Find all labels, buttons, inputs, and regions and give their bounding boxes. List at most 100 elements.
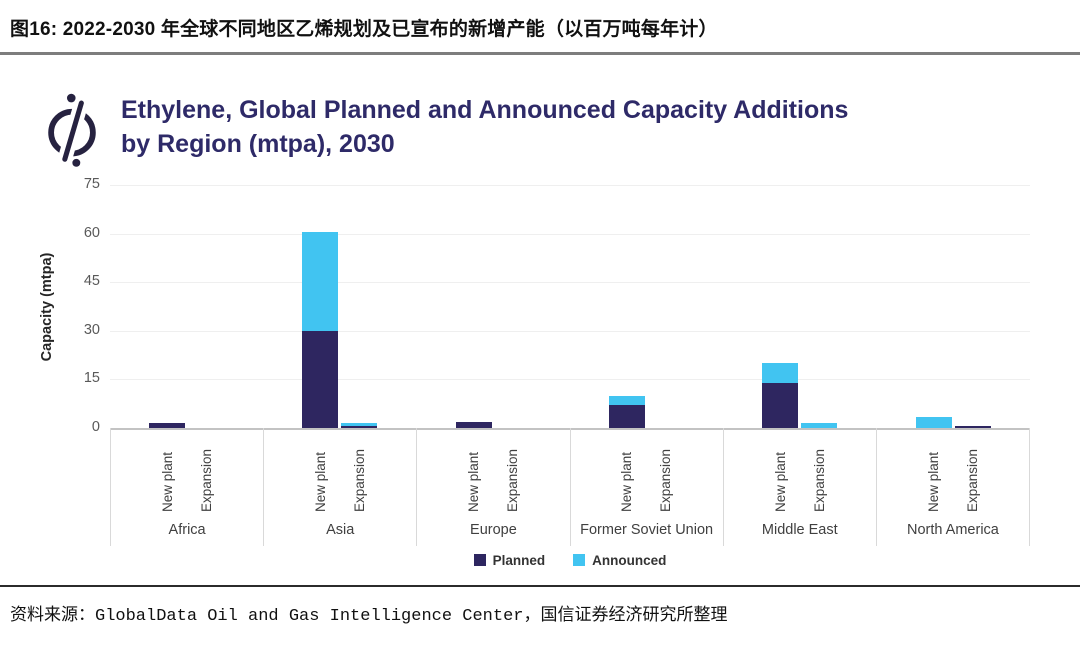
bar-type-label-slot: New plant xyxy=(150,428,186,512)
bar-type-label-slot: New plant xyxy=(609,428,645,512)
bar-asia-expansion xyxy=(341,423,378,428)
chart-legend: Planned Announced xyxy=(110,550,1030,570)
region-label: North America xyxy=(907,522,999,538)
gridline-75 xyxy=(110,185,1030,186)
segment-announced xyxy=(302,232,339,331)
region-label: Europe xyxy=(470,522,517,538)
bottom-divider xyxy=(0,585,1080,587)
bar-type-label-slot: Expansion xyxy=(189,428,225,512)
segment-announced xyxy=(341,423,378,427)
bar-type-label-slot: Expansion xyxy=(342,428,378,512)
bar-asia-new-plant xyxy=(302,232,339,428)
y-tick-60: 60 xyxy=(83,224,100,241)
chart-title-line-1: Ethylene, Global Planned and Announced C… xyxy=(121,96,849,124)
category-cell-asia: New plant Expansion Asia xyxy=(264,428,418,546)
y-tick-75: 75 xyxy=(83,176,100,192)
bar-type-label-slot: Expansion xyxy=(495,428,531,512)
bar-type-label-slot: New plant xyxy=(303,428,339,512)
segment-announced xyxy=(609,395,646,406)
bar-type-label-slot: New plant xyxy=(915,428,951,512)
bar-type-labels: New plant Expansion xyxy=(303,428,378,512)
bar-group-north-america xyxy=(877,185,1030,428)
y-tick-0: 0 xyxy=(91,419,100,435)
bar-type-labels: New plant Expansion xyxy=(915,428,990,512)
bar-type-label-slot: Expansion xyxy=(801,428,837,512)
y-axis-label: Capacity (mtpa) xyxy=(39,252,55,362)
segment-planned xyxy=(341,426,378,428)
bar-type-label: Expansion xyxy=(198,448,214,512)
top-divider xyxy=(0,52,1080,55)
legend-item-announced: Announced xyxy=(573,553,666,568)
bar-type-label-slot: Expansion xyxy=(954,428,990,512)
bar-type-label: New plant xyxy=(925,451,941,512)
region-label: Africa xyxy=(168,522,206,538)
bar-north-america-new-plant xyxy=(915,416,952,428)
bar-type-label: Expansion xyxy=(658,448,674,512)
segment-announced xyxy=(762,363,799,383)
category-cell-former-soviet-union: New plant Expansion Former Soviet Union xyxy=(571,428,724,546)
chart-title-line-2: by Region (mtpa), 2030 xyxy=(121,130,395,158)
bar-type-label: New plant xyxy=(619,451,635,512)
plot-area xyxy=(110,185,1030,430)
legend-label-planned: Planned xyxy=(492,552,546,568)
gridline-30 xyxy=(110,330,1030,332)
globaldata-compass-icon xyxy=(48,93,96,167)
bar-type-label-slot: New plant xyxy=(762,428,798,512)
segment-planned xyxy=(609,405,646,428)
segment-planned xyxy=(302,330,339,428)
bar-africa-new-plant xyxy=(149,423,186,428)
bar-group-africa xyxy=(110,185,263,428)
y-tick-15: 15 xyxy=(83,370,100,387)
bar-type-label: New plant xyxy=(159,451,175,512)
bar-type-labels: New plant Expansion xyxy=(150,428,225,512)
region-label: Middle East xyxy=(761,522,838,538)
bar-type-labels: New plant Expansion xyxy=(456,428,531,512)
segment-planned xyxy=(149,423,186,428)
bar-type-label: Expansion xyxy=(811,448,827,512)
bar-group-former-soviet-union xyxy=(570,185,723,428)
bar-middle-east-expansion xyxy=(801,423,838,428)
bar-group-europe xyxy=(417,185,570,428)
gridline-60 xyxy=(110,233,1030,235)
segment-announced xyxy=(801,423,838,428)
bar-group-middle-east xyxy=(723,185,876,428)
region-label: Former Soviet Union xyxy=(580,522,714,538)
y-tick-45: 45 xyxy=(83,273,100,290)
bar-type-label: Expansion xyxy=(964,448,980,512)
bar-middle-east-new-plant xyxy=(762,363,799,428)
bar-type-label: New plant xyxy=(772,451,788,512)
bar-type-label: New plant xyxy=(466,451,482,512)
category-cell-africa: New plant Expansion Africa xyxy=(110,428,265,546)
bar-type-label: New plant xyxy=(313,451,328,512)
segment-planned xyxy=(762,382,799,428)
y-tick-30: 30 xyxy=(83,321,100,338)
planned-swatch-icon xyxy=(473,554,486,566)
bar-europe-new-plant xyxy=(455,421,492,428)
bar-type-label: Expansion xyxy=(505,448,521,512)
announced-swatch-icon xyxy=(573,554,586,566)
legend-item-planned: Planned xyxy=(473,552,546,568)
bar-group-asia xyxy=(263,185,416,428)
gridline-15 xyxy=(110,379,1030,381)
source-note: 资料来源：GlobalData Oil and Gas Intelligence… xyxy=(10,607,728,626)
bar-former-soviet-union-new-plant xyxy=(609,395,646,428)
category-axis: New plant Expansion Africa New plant Expansi… xyxy=(110,428,1031,546)
gridline-45 xyxy=(110,282,1030,284)
bar-north-america-expansion xyxy=(954,426,991,428)
bar-type-labels: New plant Expansion xyxy=(609,428,684,512)
category-cell-europe: New plant Expansion Europe xyxy=(417,428,571,546)
legend-label-announced: Announced xyxy=(592,552,667,568)
segment-announced xyxy=(915,416,952,428)
category-cell-north-america: New plant Expansion North America xyxy=(877,428,1031,546)
bar-type-label-slot: Expansion xyxy=(648,428,684,512)
bar-type-label: Expansion xyxy=(352,448,367,512)
segment-planned xyxy=(455,421,492,428)
segment-planned xyxy=(954,426,991,428)
bar-type-label-slot: New plant xyxy=(456,428,492,512)
region-label: Asia xyxy=(326,522,355,538)
figure-caption: 图16: 2022-2030 年全球不同地区乙烯规划及已宣布的新增产能（以百万吨… xyxy=(10,19,718,40)
category-cell-middle-east: New plant Expansion Middle East xyxy=(724,428,877,546)
chart-title: Ethylene, Global Planned and Announced C… xyxy=(121,93,1021,161)
bar-type-labels: New plant Expansion xyxy=(762,428,837,512)
